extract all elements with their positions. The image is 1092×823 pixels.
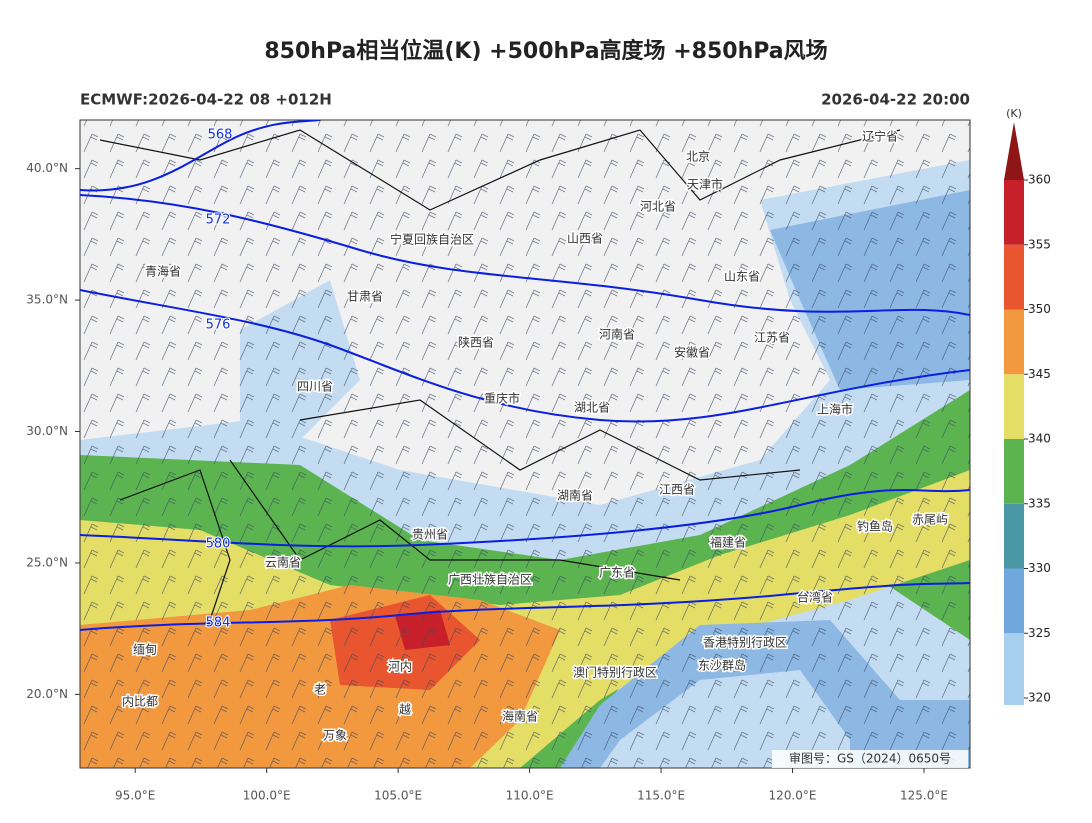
place-label: 香港特别行政区 [703, 635, 787, 650]
title: 850hPa相当位温(K) +500hPa高度场 +850hPa风场 [264, 38, 827, 64]
place-label: 海南省 [502, 709, 538, 724]
colorbar-tick-label: 340 [1028, 432, 1051, 446]
y-tick-label: 25.0°N [26, 555, 68, 569]
colorbar-band [1004, 439, 1024, 504]
place-label: 天津市 [687, 177, 723, 192]
colorbar-under [1004, 698, 1024, 705]
wind-barbs [80, 120, 970, 768]
place-label: 广东省 [599, 566, 635, 580]
place-label: 赤尾屿 [912, 513, 948, 527]
subtitle-left: ECMWF:2026-04-22 08 +012H [80, 91, 332, 109]
place-label: 台湾省 [797, 590, 833, 605]
place-label: 福建省 [710, 535, 746, 550]
colorbar-over [1004, 122, 1024, 180]
x-tick-label: 120.0°E [769, 789, 817, 803]
place-label: 湖北省 [574, 400, 610, 415]
place-label: 河内 [388, 660, 412, 674]
place-label: 重庆市 [484, 391, 520, 406]
place-label: 万象 [323, 729, 347, 743]
contour-label: 580 [206, 537, 231, 552]
x-tick-label: 105.0°E [374, 789, 422, 803]
place-label: 澳门特别行政区 [573, 665, 657, 680]
colorbar-tick-label: 330 [1028, 561, 1051, 575]
colorbar-band [1004, 503, 1024, 569]
y-tick-label: 35.0°N [26, 293, 68, 307]
height-contour [80, 489, 970, 548]
place-label: 宁夏回族自治区 [390, 232, 474, 247]
contour-label: 568 [208, 128, 233, 143]
y-tick-label: 30.0°N [26, 424, 68, 438]
map-frame [79, 119, 971, 769]
height-contour [80, 194, 970, 316]
colorbar-band [1004, 568, 1024, 634]
y-tick-label: 40.0°N [26, 161, 68, 175]
colorbar-tick-label: 350 [1028, 302, 1051, 316]
x-tick-label: 100.0°E [243, 789, 291, 803]
x-tick-label: 110.0°E [506, 789, 554, 803]
y-tick-label: 20.0°N [26, 687, 68, 701]
place-label: 越 [399, 703, 411, 717]
height-contour [80, 289, 970, 423]
province-borders [99, 129, 901, 621]
colorbar-band [1004, 309, 1024, 375]
place-label: 广西壮族自治区 [448, 573, 532, 587]
place-label: 四川省 [297, 380, 333, 394]
place-label: 上海市 [817, 402, 853, 417]
colorbar-band [1004, 633, 1024, 698]
place-label: 辽宁省 [862, 129, 898, 144]
place-label: 内比都 [122, 695, 158, 709]
place-label: 钓鱼岛 [857, 519, 893, 534]
place-label: 山东省 [724, 270, 760, 284]
colorbar-unit: (K) [1006, 107, 1022, 120]
colorbar-tick-label: 335 [1028, 496, 1051, 510]
place-label: 老 [314, 683, 326, 697]
place-label: 贵州省 [412, 528, 448, 542]
map-field [80, 120, 970, 768]
x-tick-label: 95.0°E [115, 789, 155, 803]
place-label: 青海省 [145, 264, 181, 279]
place-label: 湖南省 [557, 488, 593, 503]
contour-label: 572 [206, 213, 231, 228]
place-label: 陕西省 [458, 335, 494, 350]
place-label: 云南省 [265, 555, 301, 570]
subtitle-right: 2026-04-22 20:00 [821, 91, 970, 109]
height-contour [80, 120, 321, 192]
footer: 审图号：GS（2024）0650号 [789, 751, 951, 766]
place-label: 东沙群岛 [698, 658, 746, 673]
colorbar-tick-label: 355 [1028, 237, 1051, 251]
contour-label: 584 [206, 616, 231, 631]
height-contour [80, 582, 970, 631]
place-label: 河北省 [640, 200, 676, 214]
colorbar-tick-label: 360 [1028, 173, 1051, 187]
contour-label: 576 [206, 318, 231, 333]
place-label: 安徽省 [674, 345, 710, 360]
place-label: 江西省 [659, 483, 695, 497]
colorbar-tick-label: 325 [1028, 626, 1051, 640]
colorbar-tick-label: 345 [1028, 367, 1051, 381]
colorbar-band [1004, 374, 1024, 439]
place-label: 缅甸 [133, 643, 157, 657]
colorbar-tick-label: 320 [1028, 691, 1051, 705]
place-label: 江苏省 [754, 331, 790, 345]
colorbar-band [1004, 244, 1024, 310]
place-label: 北京 [686, 150, 710, 164]
x-tick-label: 115.0°E [637, 789, 685, 803]
place-label: 甘肃省 [347, 290, 383, 304]
colorbar-band [1004, 180, 1024, 245]
x-tick-label: 125.0°E [900, 789, 948, 803]
place-label: 山西省 [567, 232, 603, 246]
place-label: 河南省 [599, 327, 635, 342]
footer-bg [772, 750, 968, 768]
